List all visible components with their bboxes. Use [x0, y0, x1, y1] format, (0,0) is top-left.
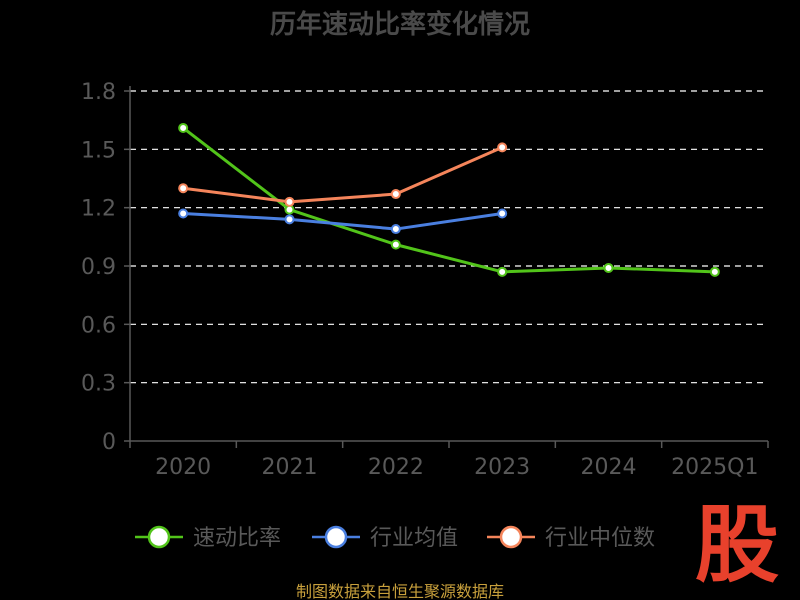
data-point[interactable] — [497, 142, 508, 153]
x-tick-label: 2022 — [368, 455, 424, 480]
data-point[interactable] — [178, 122, 189, 133]
series-line — [182, 126, 715, 274]
data-point[interactable] — [390, 224, 401, 235]
series-3 — [178, 142, 508, 207]
y-tick-label: 0 — [102, 430, 116, 455]
series-line — [182, 146, 503, 204]
data-source-note: 制图数据来自恒生聚源数据库 — [296, 582, 504, 600]
y-tick-label: 0.9 — [81, 255, 116, 280]
data-point[interactable] — [603, 262, 614, 273]
x-tick-label: 2021 — [262, 455, 318, 480]
data-point[interactable] — [284, 214, 295, 225]
legend-label: 速动比率 — [193, 526, 281, 551]
data-point[interactable] — [390, 239, 401, 250]
legend-marker — [324, 525, 348, 549]
y-tick-label: 1.2 — [81, 197, 116, 222]
data-point[interactable] — [709, 266, 720, 277]
x-tick-label: 2025Q1 — [671, 455, 758, 480]
grid-lines — [130, 90, 763, 384]
y-tick-label: 1.8 — [81, 80, 116, 105]
brand-logo: 股 — [695, 496, 779, 594]
chart-title: 历年速动比率变化情况 — [270, 9, 530, 40]
legend-label: 行业中位数 — [545, 526, 655, 551]
series-2 — [178, 208, 508, 235]
axes: 0 0.3 0.6 0.9 1.2 1.5 1.8 2020 2021 2022 2023 2024 2… — [81, 80, 769, 480]
legend-label: 行业均值 — [370, 526, 458, 551]
x-tick-label: 2020 — [155, 455, 211, 480]
data-point[interactable] — [497, 266, 508, 277]
x-tick-label: 2023 — [474, 455, 530, 480]
legend-marker — [499, 525, 523, 549]
data-point[interactable] — [284, 196, 295, 207]
legend-item-1[interactable]: 速动比率 — [135, 525, 281, 551]
series-line — [183, 212, 503, 231]
series-1 — [178, 122, 720, 277]
data-point[interactable] — [390, 189, 401, 200]
series-layer — [178, 122, 720, 277]
x-tick-label: 2024 — [581, 455, 637, 480]
data-point[interactable] — [178, 208, 189, 219]
data-point[interactable] — [178, 183, 189, 194]
data-point[interactable] — [497, 208, 508, 219]
y-tick-label: 1.5 — [81, 138, 116, 163]
legend-item-2[interactable]: 行业均值 — [312, 525, 458, 551]
legend-item-3[interactable]: 行业中位数 — [487, 525, 655, 551]
y-tick-label: 0.6 — [81, 313, 116, 338]
legend: 速动比率 行业均值 行业中位数 — [135, 525, 655, 551]
legend-marker — [147, 525, 171, 549]
y-tick-label: 0.3 — [81, 372, 116, 397]
